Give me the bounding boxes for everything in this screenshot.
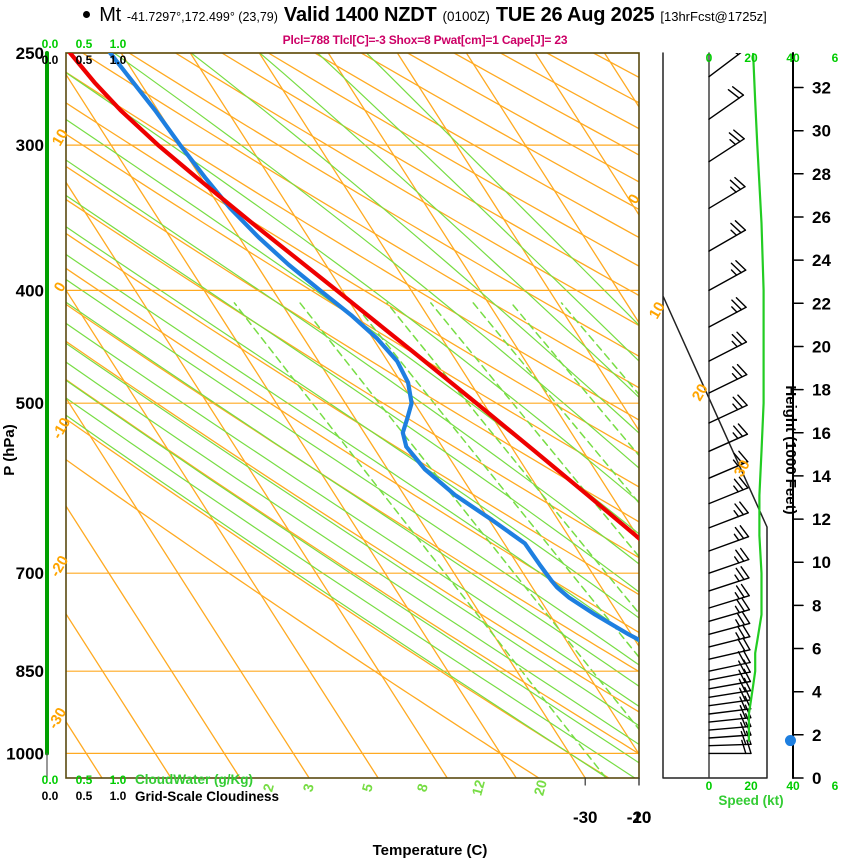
dry-adiabat-label-30: 30 — [731, 457, 754, 480]
isotherm-label-10: 10 — [49, 126, 72, 149]
height-tick-10: 10 — [812, 553, 831, 572]
temperature-axis-title: Temperature (C) — [373, 842, 488, 859]
isotherm-label--20: -20 — [47, 553, 73, 580]
mixing-ratio-label-20: 20 — [530, 778, 550, 797]
temperature-tick--30: -30 — [573, 808, 598, 827]
cloudiness-tick-top-1: 0.5 — [76, 53, 93, 67]
mixing-ratio-label-2: 2 — [259, 782, 277, 794]
height-tick-16: 16 — [812, 424, 831, 443]
station-coordinates: -41.7297°,172.499° (23,79) — [126, 10, 278, 24]
pressure-tick-250: 250 — [16, 44, 44, 63]
speed-tick-bot-20: 20 — [744, 779, 758, 793]
speed-tick-top-60: 6 — [832, 51, 839, 65]
speed-axis-title: Speed (kt) — [718, 793, 783, 808]
cloudiness-tick-bot-1: 0.5 — [76, 789, 93, 803]
pressure-tick-300: 300 — [16, 136, 44, 155]
cloudiness-tick-top-2: 1.0 — [110, 53, 127, 67]
speed-tick-top-0: 0 — [706, 51, 713, 65]
height-tick-20: 20 — [812, 337, 831, 356]
speed-tick-bot-40: 40 — [786, 779, 800, 793]
station-name: Mt — [99, 4, 121, 26]
speed-tick-top-40: 40 — [786, 51, 800, 65]
height-tick-12: 12 — [812, 510, 831, 529]
height-tick-4: 4 — [812, 683, 822, 702]
height-tick-32: 32 — [812, 79, 831, 98]
dewpoint-trace — [108, 53, 639, 643]
isotherm-label-0: 0 — [51, 279, 70, 295]
cloudiness-axis-title: Grid-Scale Cloudiness — [135, 789, 279, 804]
pressure-tick-500: 500 — [16, 394, 44, 413]
plot-frame — [45, 51, 794, 779]
mixing-ratio-lines — [233, 302, 639, 778]
mixing-ratio-label-5: 5 — [358, 782, 376, 794]
pressure-tick-400: 400 — [16, 281, 44, 300]
height-tick-30: 30 — [812, 122, 831, 141]
cloudwater-tick-1: 0.5 — [76, 37, 93, 51]
station-marker-icon — [83, 11, 91, 18]
speed-tick-top-20: 20 — [744, 51, 758, 65]
valid-time-utc: (0100Z) — [442, 9, 490, 24]
wind-barbs — [708, 53, 752, 755]
cloudwater-axis-title: CloudWater (g/Kg) — [135, 772, 253, 787]
cloudwater-tick-bot-0: 0.0 — [42, 773, 59, 787]
height-tick-8: 8 — [812, 596, 821, 615]
pressure-tick-700: 700 — [16, 564, 44, 583]
cloudiness-tick-top-0: 0.0 — [42, 53, 59, 67]
pressure-tick-850: 850 — [16, 662, 44, 681]
height-tick-0: 0 — [812, 769, 821, 788]
cloudiness-tick-bot-0: 0.0 — [42, 789, 59, 803]
surface-markers — [784, 735, 796, 747]
valid-date: TUE 26 Aug 2025 — [495, 4, 655, 26]
mixing-ratio-label-8: 8 — [413, 782, 431, 794]
temperature-tick--20: -20 — [627, 808, 652, 827]
dry-adiabat-label-10: 10 — [646, 299, 669, 322]
height-axis-title: Height (1000 Feet) — [782, 385, 799, 514]
height-tick-14: 14 — [812, 467, 831, 486]
cloudiness-tick-bot-2: 1.0 — [110, 789, 127, 803]
dry-adiabat-label-0: 0 — [625, 191, 644, 207]
cloudwater-tick-2: 1.0 — [110, 37, 127, 51]
height-tick-28: 28 — [812, 165, 831, 184]
height-tick-24: 24 — [812, 251, 831, 270]
header: Mt -41.7297°,172.499° (23,79) Valid 1400… — [0, 4, 850, 34]
speed-tick-bot-0: 0 — [706, 779, 713, 793]
pressure-axis-title: P (hPa) — [1, 424, 18, 475]
temperature-tick--10: -10 — [627, 808, 652, 827]
pressure-tick-1000: 1000 — [6, 744, 44, 763]
wind-speed-trace — [747, 53, 765, 742]
speed-tick-bot-60: 6 — [832, 779, 839, 793]
height-tick-22: 22 — [812, 294, 831, 313]
height-tick-2: 2 — [812, 726, 821, 745]
height-tick-6: 6 — [812, 640, 821, 659]
cloudwater-tick-bot-1: 0.5 — [76, 773, 93, 787]
mixing-ratio-label-3: 3 — [299, 782, 317, 794]
stability-indices: Plcl=788 Tlcl[C]=-3 Shox=8 Pwat[cm]=1 Ca… — [282, 33, 568, 47]
header-row: Mt -41.7297°,172.499° (23,79) Valid 1400… — [0, 4, 850, 27]
forecast-info: [13hrFcst@1725z] — [660, 9, 767, 24]
height-tick-18: 18 — [812, 381, 831, 400]
cloudwater-tick-bot-2: 1.0 — [110, 773, 127, 787]
valid-time: Valid 1400 NZDT — [283, 4, 437, 26]
parcel-trace — [769, 668, 850, 740]
dry-adiabat-label-20: 20 — [689, 381, 712, 404]
saturated-adiabat-lines — [66, 53, 639, 778]
cloudwater-tick-0: 0.0 — [42, 37, 59, 51]
mixing-ratio-label-12: 12 — [468, 778, 488, 797]
height-tick-26: 26 — [812, 208, 831, 227]
temperature-trace — [68, 53, 639, 542]
